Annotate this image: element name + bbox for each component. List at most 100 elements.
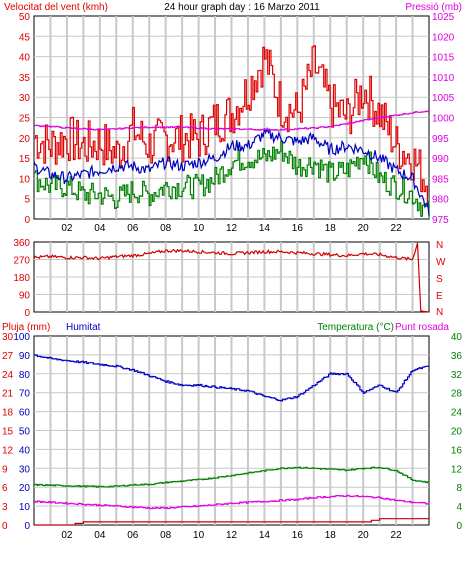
temperature-series xyxy=(34,354,430,526)
temp-y-tick-32: 32 xyxy=(451,370,463,381)
direction-grid xyxy=(34,242,429,312)
pressure-y-tick-1015: 1015 xyxy=(432,53,455,64)
wind-x-tick-22: 22 xyxy=(391,223,403,234)
temp-y-tick-8: 8 xyxy=(456,483,462,494)
pressure-y-tick-975: 975 xyxy=(432,215,449,226)
wind-y-tick-0: 0 xyxy=(24,215,30,226)
temp-y-tick-24: 24 xyxy=(451,408,463,419)
wind-y-tick-5: 5 xyxy=(24,195,30,206)
wind-y-tick-10: 10 xyxy=(19,174,31,185)
pressure-series xyxy=(34,110,429,131)
wind-avg-series xyxy=(34,140,430,220)
dir-y-tick-180: 180 xyxy=(13,273,30,284)
wind-grid xyxy=(34,16,429,219)
rain-y-tick-0: 0 xyxy=(2,521,8,532)
rain-y-tick-15: 15 xyxy=(2,427,14,438)
rain-y-tick-3: 3 xyxy=(2,502,8,513)
temp-y-tick-20: 20 xyxy=(451,427,463,438)
dir-y-tick-270: 270 xyxy=(13,256,30,267)
pressure-y-tick-1000: 1000 xyxy=(432,114,455,125)
wind-x-tick-08: 08 xyxy=(160,223,172,234)
temp-x-tick-10: 10 xyxy=(193,530,205,541)
wind-y-tick-35: 35 xyxy=(19,73,31,84)
wind-x-tick-16: 16 xyxy=(292,223,304,234)
humidity-y-tick-10: 10 xyxy=(19,502,31,513)
wind-y-tick-50: 50 xyxy=(19,12,31,23)
wind-x-tick-20: 20 xyxy=(358,223,370,234)
temp-y-tick-40: 40 xyxy=(451,332,463,343)
pressure-y-tick-1005: 1005 xyxy=(432,93,455,104)
compass-labels: N W S E N xyxy=(436,240,446,318)
temp-x-tick-08: 08 xyxy=(160,530,172,541)
wind-x-tick-18: 18 xyxy=(325,223,337,234)
temp-x-tick-14: 14 xyxy=(259,530,271,541)
compass-n-bottom: N xyxy=(436,307,443,318)
wind-gust-series xyxy=(34,45,430,208)
temp-y-tick-16: 16 xyxy=(451,445,463,456)
wind-x-tick-04: 04 xyxy=(94,223,106,234)
pressure-y-tick-1025: 1025 xyxy=(432,12,455,23)
temp-x-tick-18: 18 xyxy=(325,530,337,541)
wind-x-tick-12: 12 xyxy=(226,223,238,234)
humidity-y-tick-60: 60 xyxy=(19,408,31,419)
dewpoint-label: Punt rosada xyxy=(395,322,449,333)
rain-y-tick-30: 30 xyxy=(2,332,14,343)
humidity-y-tick-80: 80 xyxy=(19,370,31,381)
temp-x-tick-06: 06 xyxy=(127,530,139,541)
pressure-y-tick-1020: 1020 xyxy=(432,32,455,43)
temp-x-tick-12: 12 xyxy=(226,530,238,541)
dewpoint-series xyxy=(34,494,430,510)
wind-y-tick-25: 25 xyxy=(19,114,31,125)
wind-y-tick-30: 30 xyxy=(19,93,31,104)
temp-x-tick-16: 16 xyxy=(292,530,304,541)
wind-y-tick-40: 40 xyxy=(19,53,31,64)
dir-y-tick-360: 360 xyxy=(13,238,30,249)
rain-y-tick-9: 9 xyxy=(2,464,8,475)
humidity-y-tick-0: 0 xyxy=(24,521,30,532)
pressure-y-tick-980: 980 xyxy=(432,195,449,206)
rain-y-tick-24: 24 xyxy=(2,370,14,381)
pressure-y-tick-985: 985 xyxy=(432,174,449,185)
wind-x-tick-06: 06 xyxy=(127,223,139,234)
humidity-y-tick-70: 70 xyxy=(19,389,31,400)
rain-y-tick-27: 27 xyxy=(2,351,14,362)
wind-direction-series xyxy=(33,242,430,313)
temp-y-tick-4: 4 xyxy=(456,502,462,513)
temp-y-tick-36: 36 xyxy=(451,351,463,362)
dir-y-tick-0: 0 xyxy=(24,308,30,319)
temp-x-tick-02: 02 xyxy=(61,530,73,541)
humidity-series xyxy=(34,354,430,402)
temp-x-tick-22: 22 xyxy=(391,530,403,541)
chart-title: 24 hour graph day : 16 Marzo 2011 xyxy=(164,2,320,13)
rain-y-tick-18: 18 xyxy=(2,408,14,419)
wind-y-tick-45: 45 xyxy=(19,32,31,43)
humidity-y-tick-20: 20 xyxy=(19,483,31,494)
wind-y-tick-20: 20 xyxy=(19,134,31,145)
humidity-label: Humitat xyxy=(66,322,101,333)
humidity-y-tick-40: 40 xyxy=(19,445,31,456)
temp-x-tick-20: 20 xyxy=(358,530,370,541)
rain-y-tick-6: 6 xyxy=(2,483,8,494)
wind-y-tick-15: 15 xyxy=(19,154,31,165)
rain-series xyxy=(34,518,429,526)
temp-x-tick-04: 04 xyxy=(94,530,106,541)
humidity-y-tick-100: 100 xyxy=(13,332,30,343)
rain-label: Pluja (mm) xyxy=(2,322,50,333)
humidity-y-tick-30: 30 xyxy=(19,464,31,475)
pressure-label: Pressió (mb) xyxy=(405,2,462,13)
rain-y-tick-12: 12 xyxy=(2,445,14,456)
wind-x-tick-14: 14 xyxy=(259,223,271,234)
compass-s: S xyxy=(436,274,443,285)
wind-x-tick-10: 10 xyxy=(193,223,205,234)
dir-y-tick-90: 90 xyxy=(19,291,31,302)
compass-w: W xyxy=(436,257,446,268)
axis-labels: 0202040406060808101012121414161618182020… xyxy=(2,12,462,541)
temp-y-tick-0: 0 xyxy=(456,521,462,532)
temperature-label: Temperatura (°C) xyxy=(317,322,394,333)
temp-y-tick-28: 28 xyxy=(451,389,463,400)
temp-y-tick-12: 12 xyxy=(451,464,463,475)
wind-blue-series xyxy=(33,126,430,216)
wind-speed-label: Velocitat del vent (kmh) xyxy=(4,2,108,13)
